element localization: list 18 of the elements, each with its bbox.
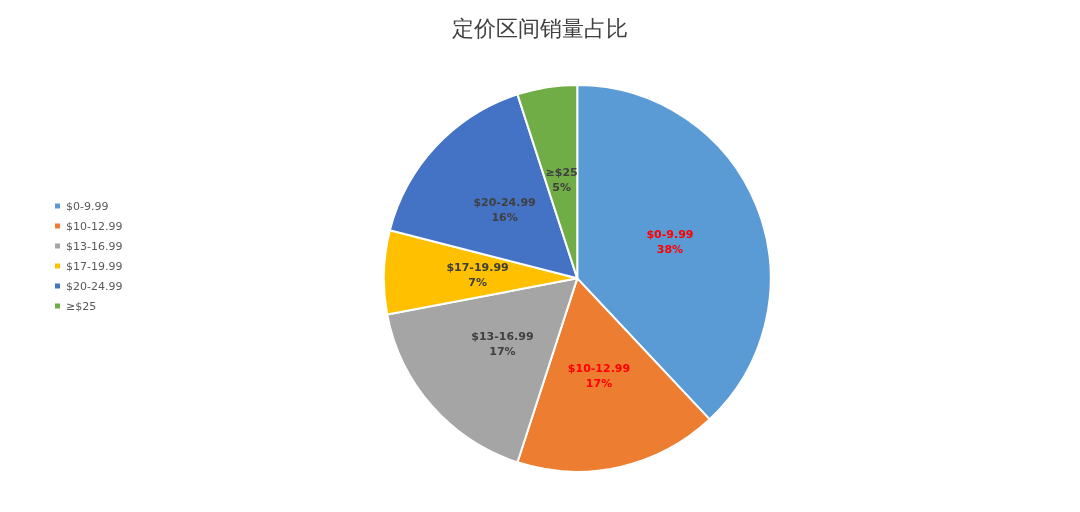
- data-label: 17%: [585, 376, 613, 390]
- legend-label: $17-19.99: [66, 259, 123, 273]
- chart-title: 定价区间销量占比: [452, 15, 628, 41]
- legend-label: $20-24.99: [66, 279, 123, 293]
- data-label: 17%: [489, 345, 516, 359]
- legend-label: $10-12.99: [66, 219, 123, 233]
- slice-label: $20-24.99: [473, 196, 536, 210]
- slice-label: $10-12.99: [567, 361, 631, 375]
- slice-label: $0-9.99: [646, 227, 694, 241]
- legend-label: $0-9.99: [66, 199, 109, 213]
- data-label: 5%: [552, 180, 571, 194]
- legend-label: ≥$25: [66, 299, 97, 313]
- data-label: 7%: [468, 276, 487, 290]
- slice-label: $17-19.99: [446, 261, 509, 275]
- data-label: 16%: [491, 211, 518, 225]
- slice-label: $13-16.99: [471, 330, 534, 344]
- data-label: 38%: [656, 242, 684, 256]
- legend-label: $13-16.99: [66, 239, 123, 253]
